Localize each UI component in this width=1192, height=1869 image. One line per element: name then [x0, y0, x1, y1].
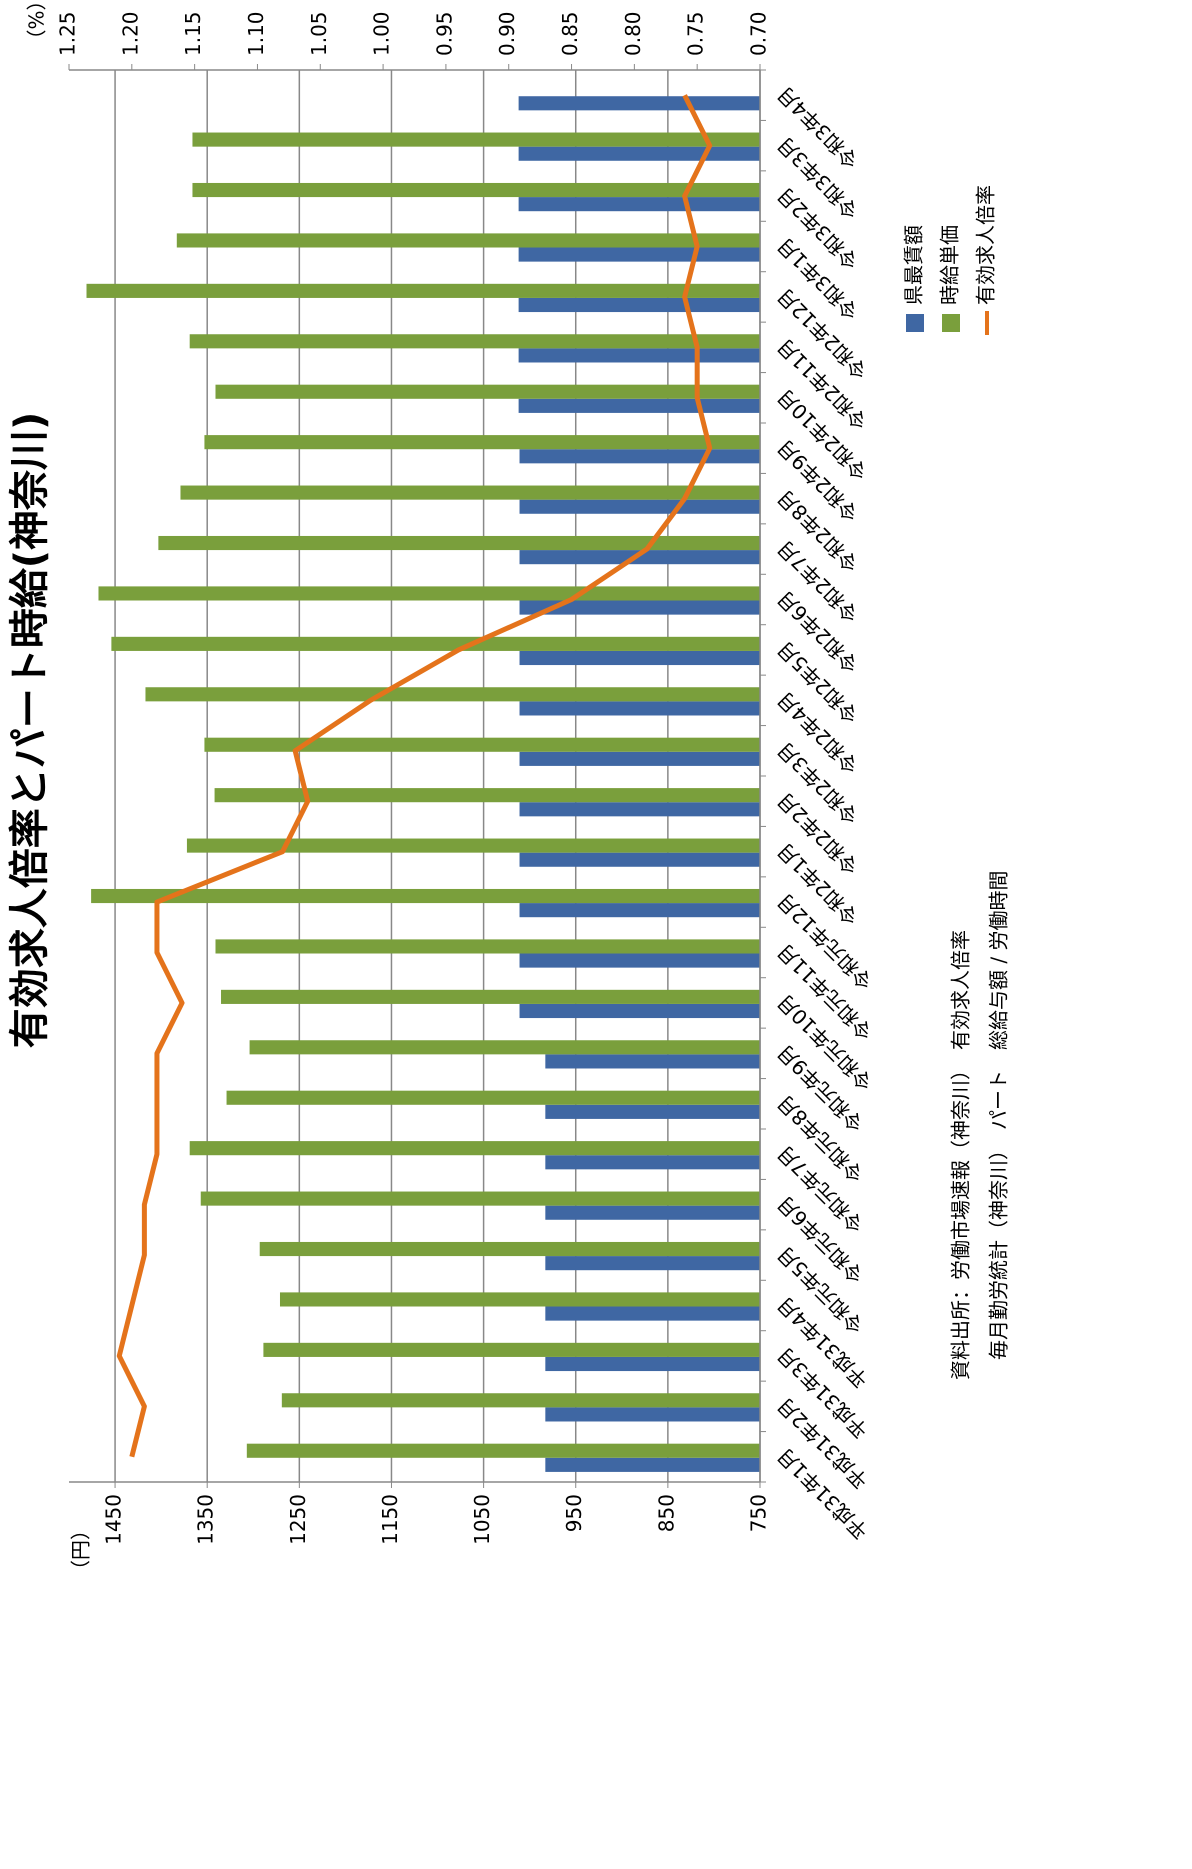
bar [545, 1155, 761, 1170]
y-tick-label: 1050 [470, 1494, 494, 1545]
bar [98, 586, 760, 601]
bar [545, 1205, 761, 1220]
bar [519, 802, 760, 817]
y-tick-label: 1250 [286, 1494, 310, 1545]
bar [249, 1040, 760, 1055]
y2-tick-label: 1.15 [181, 11, 205, 56]
bar [519, 650, 760, 666]
y2-tick-label: 0.95 [432, 11, 456, 56]
bar [545, 1256, 761, 1271]
bar [186, 838, 760, 853]
bar [214, 788, 760, 803]
bar [246, 1443, 761, 1458]
bar [518, 146, 760, 161]
bar [545, 1457, 761, 1472]
y-axis-label: （円） [69, 1520, 93, 1580]
y2-tick-label: 0.80 [621, 11, 645, 56]
bar [518, 96, 760, 111]
bar [518, 348, 760, 363]
y-tick-label: 850 [654, 1494, 678, 1532]
legend-swatch [906, 314, 924, 332]
bar [519, 751, 760, 766]
bar [519, 550, 760, 565]
bar [545, 1407, 761, 1422]
y2-tick-label: 1.10 [244, 11, 268, 56]
bar [189, 1141, 761, 1156]
bar [518, 398, 760, 413]
bar [176, 233, 760, 248]
bar [519, 953, 760, 968]
bar [519, 600, 760, 615]
y2-tick-label: 0.75 [684, 11, 708, 56]
legend-label: 県最賃額 [902, 225, 926, 305]
bar [519, 852, 760, 867]
bar [263, 1342, 760, 1357]
bar [145, 687, 761, 702]
y2-tick-label: 1.00 [370, 11, 394, 56]
bar [158, 535, 761, 551]
bar [192, 132, 760, 147]
bar [281, 1393, 760, 1408]
bar [519, 701, 760, 716]
legend-label: 有効求人倍率 [974, 185, 998, 305]
bar [519, 1003, 760, 1019]
bar [204, 737, 761, 752]
bar [91, 888, 760, 904]
bar [200, 1191, 760, 1206]
y2-tick-label: 0.70 [747, 11, 771, 56]
bar [519, 449, 760, 464]
y-tick-label: 1150 [378, 1494, 402, 1545]
bar [519, 499, 760, 514]
bar [226, 1090, 761, 1105]
chart-body: 有効求人倍率とパート時給(神奈川) （円） （%） 750 850 950 1050 1… [7, 0, 1011, 1580]
y2-tick-label: 1.20 [118, 11, 142, 56]
y2-tick-label: 1.25 [56, 11, 80, 56]
bar [215, 384, 760, 399]
bar [518, 247, 760, 262]
bar [519, 903, 760, 918]
bar [545, 1054, 761, 1069]
source-note: 資料出所：労働市場速報（神奈川） 有効求人倍率 [949, 930, 973, 1380]
bar [545, 1306, 761, 1321]
bar [215, 939, 760, 954]
bar [279, 1292, 760, 1307]
bar [221, 989, 760, 1004]
line [116, 94, 713, 1458]
source-note: 毎月勤労統計（神奈川） パート 総給与額 / 労働時間 [987, 871, 1011, 1360]
y2-tick-label: 0.85 [558, 11, 582, 56]
y2-tick-label: 1.05 [307, 11, 331, 56]
bar [518, 197, 760, 212]
bar [86, 283, 761, 298]
bar [545, 1356, 761, 1372]
bar [545, 1104, 761, 1119]
y2-tick-label: 0.90 [495, 11, 519, 56]
y-tick-label: 750 [747, 1494, 771, 1532]
legend-label: 時給単価 [938, 225, 962, 305]
legend-swatch [942, 314, 960, 332]
y-tick-label: 1450 [102, 1494, 126, 1545]
bar [189, 334, 761, 349]
bar [180, 485, 761, 500]
bar [111, 636, 760, 651]
bar [204, 435, 761, 450]
y-tick-label: 1350 [194, 1494, 218, 1545]
bar [518, 297, 760, 313]
y-tick-label: 950 [562, 1494, 586, 1532]
chart-title: 有効求人倍率とパート時給(神奈川) [7, 412, 53, 1049]
bar [259, 1241, 760, 1257]
bar [192, 182, 760, 198]
y2-axis-label: （%） [25, 0, 49, 50]
